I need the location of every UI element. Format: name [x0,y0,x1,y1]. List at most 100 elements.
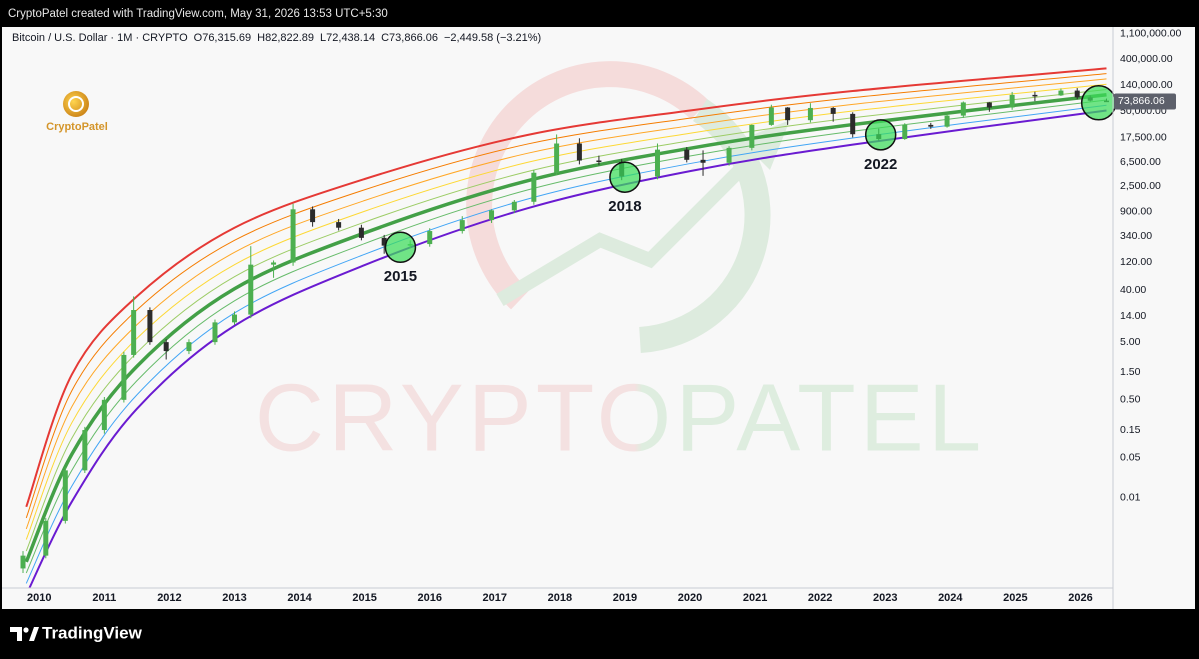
candle-body [212,322,218,343]
ohlc-value: O76,315.69 [194,32,252,44]
y-tick-label: 0.01 [1120,492,1141,504]
axes: 1,100,000.00400,000.00140,000.0050,000.0… [27,28,1181,604]
x-tick-label: 2019 [613,592,637,604]
x-tick-label: 2015 [352,592,376,604]
x-tick-label: 2018 [548,592,572,604]
candle-body [768,107,774,125]
ohlc-value: L72,438.14 [320,32,375,44]
candle-body [121,354,127,400]
annotation-label: 2018 [608,198,641,215]
candle-body [20,555,26,569]
x-tick-label: 2021 [743,592,767,604]
x-tick-label: 2026 [1068,592,1092,604]
candle-body [358,227,364,238]
band-line [25,89,1107,552]
change-value: −2,449.58 (−3.21%) [444,32,541,44]
candle-body [101,399,107,431]
candle-body [902,124,908,140]
candle-body [459,220,465,232]
brand-logo: CryptoPatel [46,91,108,133]
logo-mark [23,627,29,633]
x-tick-label: 2010 [27,592,51,604]
watermark-arrowhead [740,120,790,170]
y-tick-label: 900.00 [1120,206,1152,218]
candle-body [749,124,755,148]
candle-body [82,430,88,471]
candle-body [726,147,732,163]
candle-body [381,237,387,246]
highlight-circle [384,231,417,264]
price-label: 73,866.06 [1118,95,1165,107]
band-line [25,73,1107,519]
candle-body [131,310,137,355]
band-line [25,67,1107,508]
logo-icon-ring [68,96,84,112]
plot-area [20,67,1109,588]
watermark-text: CRYPTOPATEL [255,364,985,471]
y-tick-label: 1,100,000.00 [1120,28,1181,40]
candle-body [1074,90,1080,98]
x-tick-label: 2024 [938,592,963,604]
y-tick-label: 40.00 [1120,284,1146,296]
candle-body [427,231,433,245]
candle-body [271,262,277,265]
candle-body [232,314,238,323]
y-tick-label: 5.00 [1120,336,1141,348]
x-tick-label: 2025 [1003,592,1027,604]
candle-body [785,107,791,121]
ohlc-value: H82,822.89 [257,32,314,44]
candle-body [511,201,517,211]
credit-line: CryptoPatel created with TradingView.com… [8,8,388,20]
x-tick-label: 2016 [417,592,441,604]
logo-icon [63,91,89,117]
band-line [25,78,1107,530]
candle-body [596,160,602,163]
chart-panel [2,27,1195,609]
x-tick-label: 2014 [287,592,312,604]
candle-body [1032,94,1038,97]
annotation-label: 2015 [384,268,417,285]
candle-body [290,209,296,263]
highlight-circle [864,119,897,151]
candle-body [163,342,169,352]
candle-body [43,520,49,556]
y-tick-label: 2,500.00 [1120,180,1161,192]
y-tick-label: 120.00 [1120,256,1152,268]
watermark-arc [466,61,709,310]
tradingview-logo: TradingView [10,623,143,642]
annotation-label: 2022 [864,156,897,173]
candle-body [700,159,706,163]
price-label-box [1114,93,1176,110]
highlight-circle [609,161,641,193]
candle-body [807,107,813,121]
symbol-text: Bitcoin / U.S. Dollar · 1M · CRYPTO [12,32,188,44]
candle-body [830,107,836,114]
candle-body [1058,90,1064,96]
candle-body [986,102,992,108]
candle-body [554,143,560,173]
y-tick-label: 1.50 [1120,366,1141,378]
logo-mark [10,627,22,641]
candle-body [944,115,950,127]
ohlc-value: C73,866.06 [381,32,438,44]
candle-body [960,102,966,116]
footer-brand: TradingView [42,623,143,642]
x-tick-label: 2011 [92,592,116,604]
y-tick-label: 0.05 [1120,451,1141,463]
candle-body [576,143,582,161]
y-tick-label: 14.00 [1120,310,1146,322]
candle-body [248,264,254,315]
highlight-circle [1080,85,1117,121]
watermark-arrow [496,145,765,307]
candle-body [928,124,934,127]
candle-body [850,113,856,135]
y-tick-label: 140,000.00 [1120,79,1173,91]
candle-body [336,222,342,228]
x-tick-label: 2017 [483,592,507,604]
x-tick-label: 2012 [157,592,181,604]
candle-body [654,149,660,177]
x-tick-label: 2013 [222,592,246,604]
footer-bar [0,609,1199,659]
candle-body [147,310,153,343]
candle-body [186,342,192,352]
